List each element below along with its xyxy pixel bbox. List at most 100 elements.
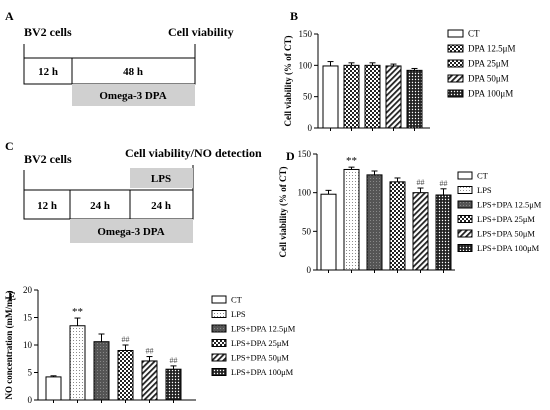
panel-c-end-label: Cell viability/NO detection — [125, 146, 262, 160]
legend-swatch — [457, 186, 473, 194]
panel-a-seg2: 48 h — [123, 66, 143, 78]
panel-c-treatment: Omega-3 DPA — [97, 226, 164, 238]
legend-label: CT — [231, 295, 243, 305]
legend-label: DPA 100μM — [468, 89, 513, 99]
y-tick-label: 5 — [28, 368, 33, 378]
panel-letter: D — [286, 149, 295, 163]
panel-c-timeline-box — [23, 189, 194, 220]
panel-c-letter: C — [5, 139, 14, 153]
legend-swatch — [211, 310, 227, 318]
legend-label: CT — [468, 29, 480, 39]
y-tick-label: 15 — [23, 313, 33, 323]
legend-swatch — [211, 295, 227, 304]
significance-label: ## — [170, 356, 178, 365]
legend-label: LPS+DPA 25μM — [477, 214, 535, 224]
panel-c-treatment-bar — [70, 219, 193, 243]
legend-swatch — [457, 244, 473, 252]
bar — [366, 174, 383, 271]
legend-label: DPA 12.5μM — [468, 44, 516, 54]
panel-c-seg2: 24 h — [90, 200, 110, 212]
legend-swatch — [211, 368, 227, 376]
panel-a-timeline-box — [23, 57, 196, 85]
legend-swatch — [457, 171, 473, 180]
legend-label: LPS+DPA 12.5μM — [231, 324, 296, 334]
bar — [45, 376, 62, 401]
bar — [141, 360, 158, 401]
legend-swatch — [447, 89, 464, 98]
panel-c-seg3: 24 h — [151, 200, 171, 212]
panel-a-treatment: Omega-3 DPA — [99, 90, 166, 102]
legend-label: LPS — [231, 309, 246, 319]
legend-label: LPS+DPA 12.5μM — [477, 200, 542, 210]
panel-c-stimulus: LPS — [151, 173, 171, 185]
bar — [343, 64, 360, 129]
chart-d: D 0 50 100 150 Cell viability (% of CT) ** ## ##… — [278, 149, 542, 275]
panel-a-treatment-bar — [72, 84, 195, 106]
legend-swatch — [457, 215, 473, 223]
y-tick-label: 10 — [23, 340, 33, 350]
y-tick-label: 50 — [302, 226, 312, 236]
panel-c-lps-bar — [130, 168, 193, 188]
legend-label: LPS+DPA 100μM — [231, 367, 294, 377]
legend-swatch — [447, 74, 464, 83]
y-axis-label: Cell viability (% of CT) — [278, 167, 288, 258]
y-axis-label: NO concentration (mM/mL) — [4, 291, 14, 400]
panel-c-cells-label: BV2 cells — [24, 152, 72, 166]
y-tick-label: 0 — [307, 265, 312, 275]
y-tick-label: 20 — [23, 285, 33, 295]
y-tick-label: 0 — [28, 395, 33, 405]
legend-label: LPS — [477, 185, 492, 195]
legend-label: LPS+DPA 100μM — [477, 243, 540, 253]
y-tick-label: 50 — [303, 92, 313, 102]
panel-a-letter: A — [5, 9, 14, 23]
significance-label: ## — [122, 335, 130, 344]
legend-label: LPS+DPA 50μM — [231, 353, 289, 363]
legend-label: LPS+DPA 25μM — [231, 338, 289, 348]
panel-a: A BV2 cells Cell viability 12 h 48 h Ome… — [5, 9, 234, 106]
legend-swatch — [211, 339, 227, 347]
bar — [165, 368, 182, 401]
panel-c-seg1: 12 h — [37, 200, 57, 212]
significance-label: ## — [440, 179, 448, 188]
legend-label: CT — [477, 171, 489, 181]
significance-label: ** — [346, 155, 357, 167]
chart-b: B 0 50 100 150 Cell viability (% of CT) CT DPA … — [283, 9, 516, 133]
significance-label: ## — [146, 347, 154, 356]
legend-swatch — [457, 200, 473, 209]
bar — [406, 69, 423, 129]
bar — [117, 350, 134, 401]
bar — [343, 168, 360, 271]
panel-a-end-label: Cell viability — [168, 25, 234, 39]
bar — [69, 325, 86, 401]
bar — [320, 193, 337, 271]
panel-c: C BV2 cells Cell viability/NO detection … — [5, 139, 262, 243]
y-tick-label: 100 — [299, 60, 313, 70]
bar — [93, 341, 110, 401]
legend-swatch — [457, 229, 473, 238]
significance-label: ** — [72, 306, 83, 318]
legend-swatch — [211, 324, 227, 333]
y-tick-label: 100 — [298, 188, 312, 198]
bar — [364, 64, 381, 129]
y-tick-label: 150 — [298, 149, 312, 159]
legend-swatch — [211, 353, 227, 362]
y-tick-label: 0 — [308, 123, 313, 133]
legend-label: DPA 25μM — [468, 59, 509, 69]
bar — [385, 65, 402, 129]
significance-label: ## — [417, 178, 425, 187]
panel-a-cells-label: BV2 cells — [24, 25, 72, 39]
panel-a-seg1: 12 h — [38, 66, 58, 78]
legend-label: LPS+DPA 50μM — [477, 229, 535, 239]
bar — [435, 194, 452, 271]
chart-e: E 0 5 10 15 20 NO concentration (mM/mL) ** ## ## #… — [4, 285, 296, 405]
panel-letter: E — [8, 289, 16, 303]
y-tick-label: 150 — [299, 29, 313, 39]
bar — [412, 192, 429, 271]
panel-letter: B — [290, 9, 298, 23]
y-axis-label: Cell viability (% of CT) — [283, 36, 293, 127]
legend-label: DPA 50μM — [468, 74, 509, 84]
legend-swatch — [447, 29, 464, 38]
legend-swatch — [447, 44, 464, 53]
bar — [389, 181, 406, 271]
